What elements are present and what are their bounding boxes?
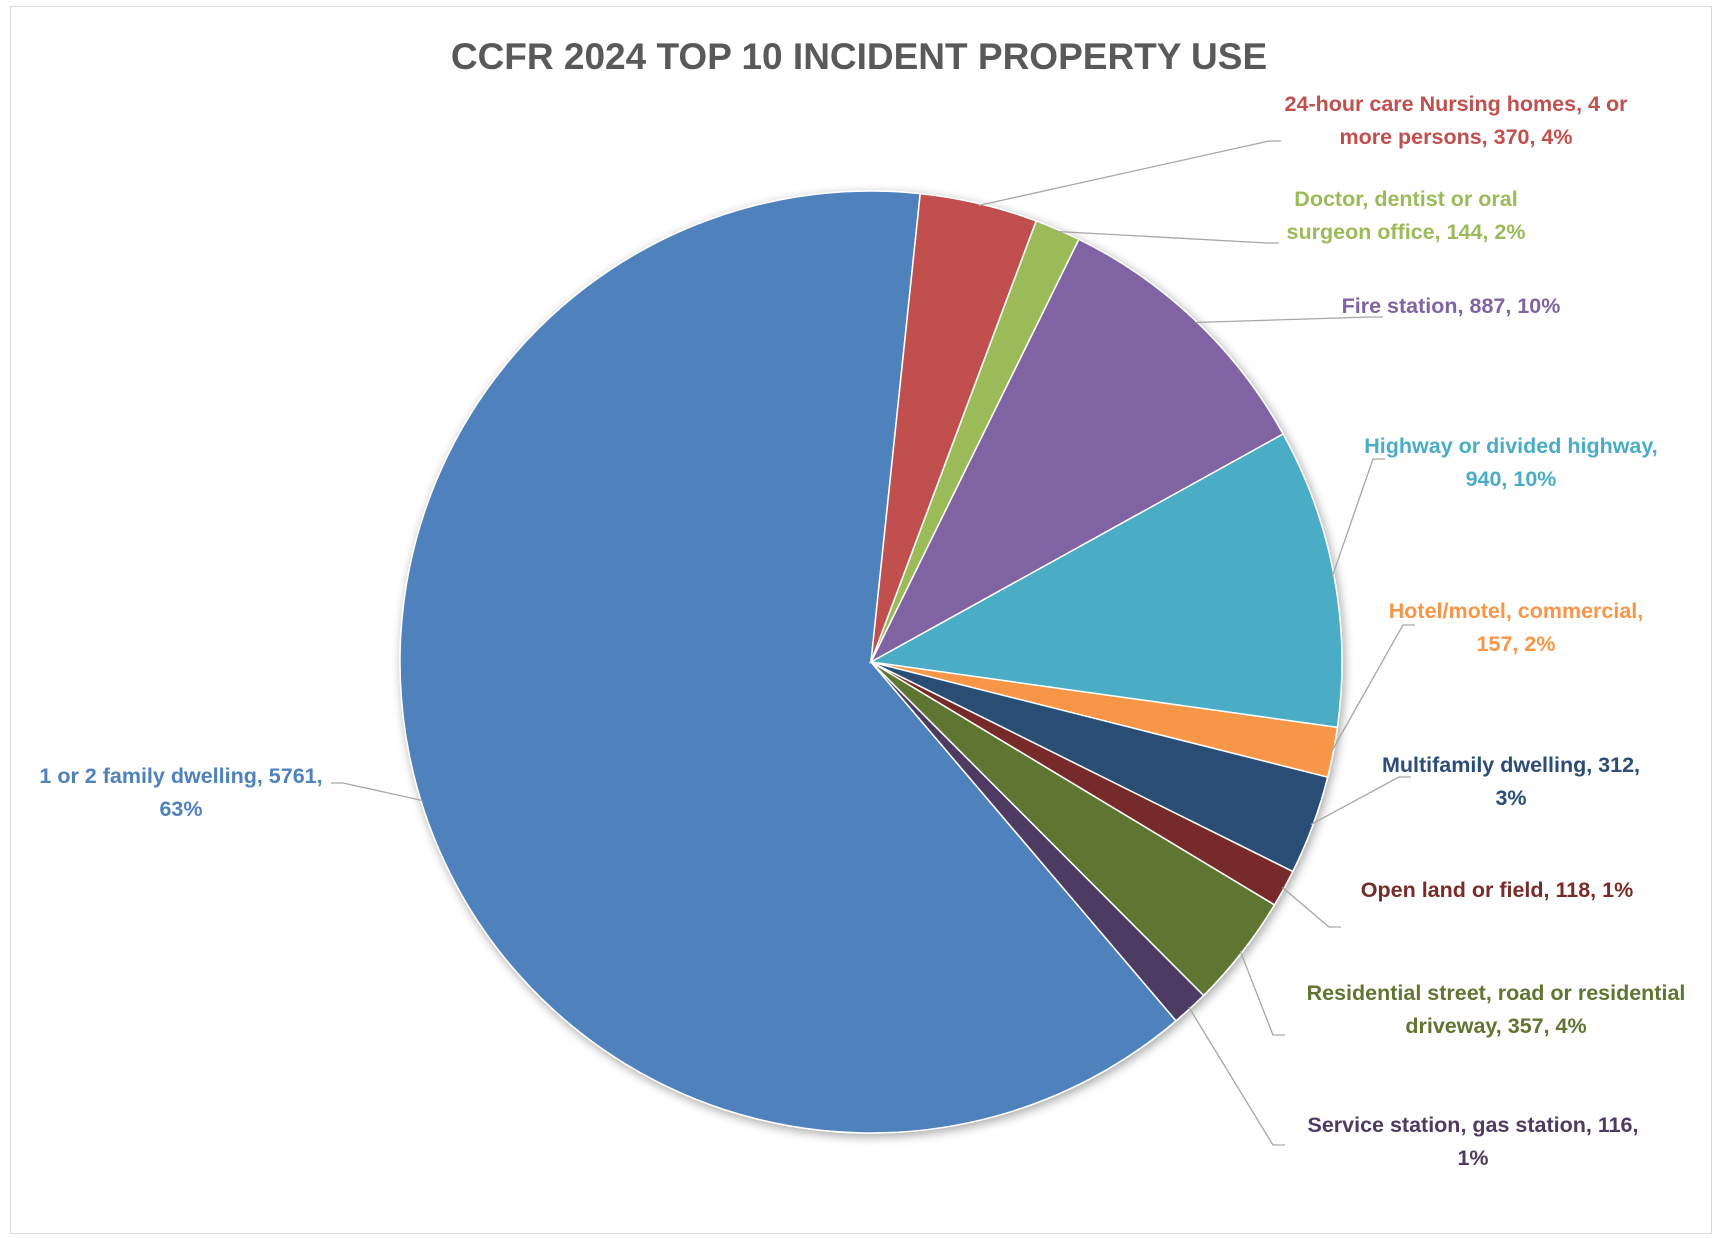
leader-line-residential-street	[1239, 950, 1285, 1036]
chart-area: CCFR 2024 TOP 10 INCIDENT PROPERTY USE 1…	[10, 6, 1712, 1234]
leader-line-one-or-two-family	[331, 782, 424, 802]
data-label-line: more persons, 370, 4%	[1339, 125, 1572, 149]
data-label-line: surgeon office, 144, 2%	[1287, 220, 1526, 244]
data-labels: 1 or 2 family dwelling, 5761, 63% 24-hour …	[39, 92, 1685, 1170]
data-label-open-land: Open land or field, 118, 1%	[1361, 878, 1633, 902]
leader-line-fire-station	[1194, 316, 1383, 324]
data-label-fire-station: Fire station, 887, 10%	[1342, 294, 1561, 318]
leader-line-hotel-motel	[1330, 624, 1415, 753]
leader-lines	[331, 140, 1415, 1146]
chart-title: CCFR 2024 TOP 10 INCIDENT PROPERTY USE	[451, 36, 1267, 77]
pie-slice-one-or-two-family	[399, 190, 1178, 1134]
leader-line-nursing-homes	[978, 140, 1281, 207]
data-label-line: Doctor, dentist or oral	[1294, 187, 1517, 211]
pie-slice-fire-station	[869, 238, 1285, 664]
data-label-line: 3%	[1495, 786, 1526, 810]
data-label-line: 1%	[1457, 1146, 1488, 1170]
data-label-line: Highway or divided highway,	[1364, 434, 1657, 458]
data-label-line: Fire station, 887, 10%	[1342, 294, 1561, 318]
data-label-line: Hotel/motel, commercial,	[1389, 599, 1644, 623]
pie-slices	[399, 190, 1343, 1134]
data-label-line: Residential street, road or residential	[1307, 981, 1686, 1005]
data-label-multifamily: Multifamily dwelling, 312, 3%	[1382, 753, 1640, 810]
data-label-doctor-office: Doctor, dentist or oral surgeon office, 1…	[1287, 187, 1526, 244]
data-label-one-or-two-family: 1 or 2 family dwelling, 5761, 63%	[39, 764, 322, 821]
leader-line-service-station	[1188, 1006, 1285, 1146]
data-label-line: Service station, gas station, 116,	[1307, 1113, 1638, 1137]
leader-line-doctor-office	[1056, 230, 1279, 244]
data-label-hotel-motel: Hotel/motel, commercial, 157, 2%	[1389, 599, 1644, 656]
leader-line-open-land	[1281, 886, 1341, 928]
data-label-line: 63%	[159, 797, 202, 821]
data-label-residential-street: Residential street, road or residential d…	[1307, 981, 1686, 1038]
data-label-line: 940, 10%	[1466, 467, 1557, 491]
data-label-line: 157, 2%	[1477, 632, 1556, 656]
data-label-highway: Highway or divided highway, 940, 10%	[1364, 434, 1657, 491]
pie-chart: CCFR 2024 TOP 10 INCIDENT PROPERTY USE 1…	[39, 36, 1685, 1170]
data-label-service-station: Service station, gas station, 116, 1%	[1307, 1113, 1638, 1170]
data-label-line: 1 or 2 family dwelling, 5761,	[39, 764, 322, 788]
leader-line-highway	[1331, 458, 1385, 577]
leader-line-multifamily	[1310, 776, 1411, 826]
data-label-line: driveway, 357, 4%	[1405, 1014, 1586, 1038]
data-label-line: 24-hour care Nursing homes, 4 or	[1285, 92, 1629, 116]
data-label-nursing-homes: 24-hour care Nursing homes, 4 or more per…	[1285, 92, 1629, 149]
pie-slice-highway	[868, 432, 1343, 729]
data-label-line: Open land or field, 118, 1%	[1361, 878, 1633, 902]
data-label-line: Multifamily dwelling, 312,	[1382, 753, 1640, 777]
